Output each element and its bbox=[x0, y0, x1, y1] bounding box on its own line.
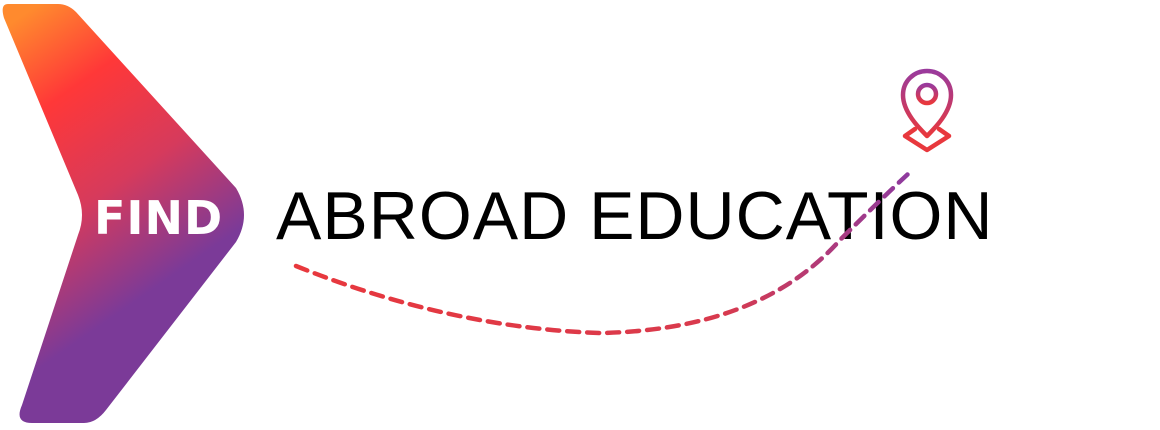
find-label: FIND bbox=[94, 191, 223, 245]
chevron-right-shape bbox=[2, 4, 244, 423]
location-pin-icon bbox=[900, 68, 954, 153]
dashed-path bbox=[293, 171, 911, 336]
headline: ABROAD EDUCATION bbox=[276, 178, 993, 254]
